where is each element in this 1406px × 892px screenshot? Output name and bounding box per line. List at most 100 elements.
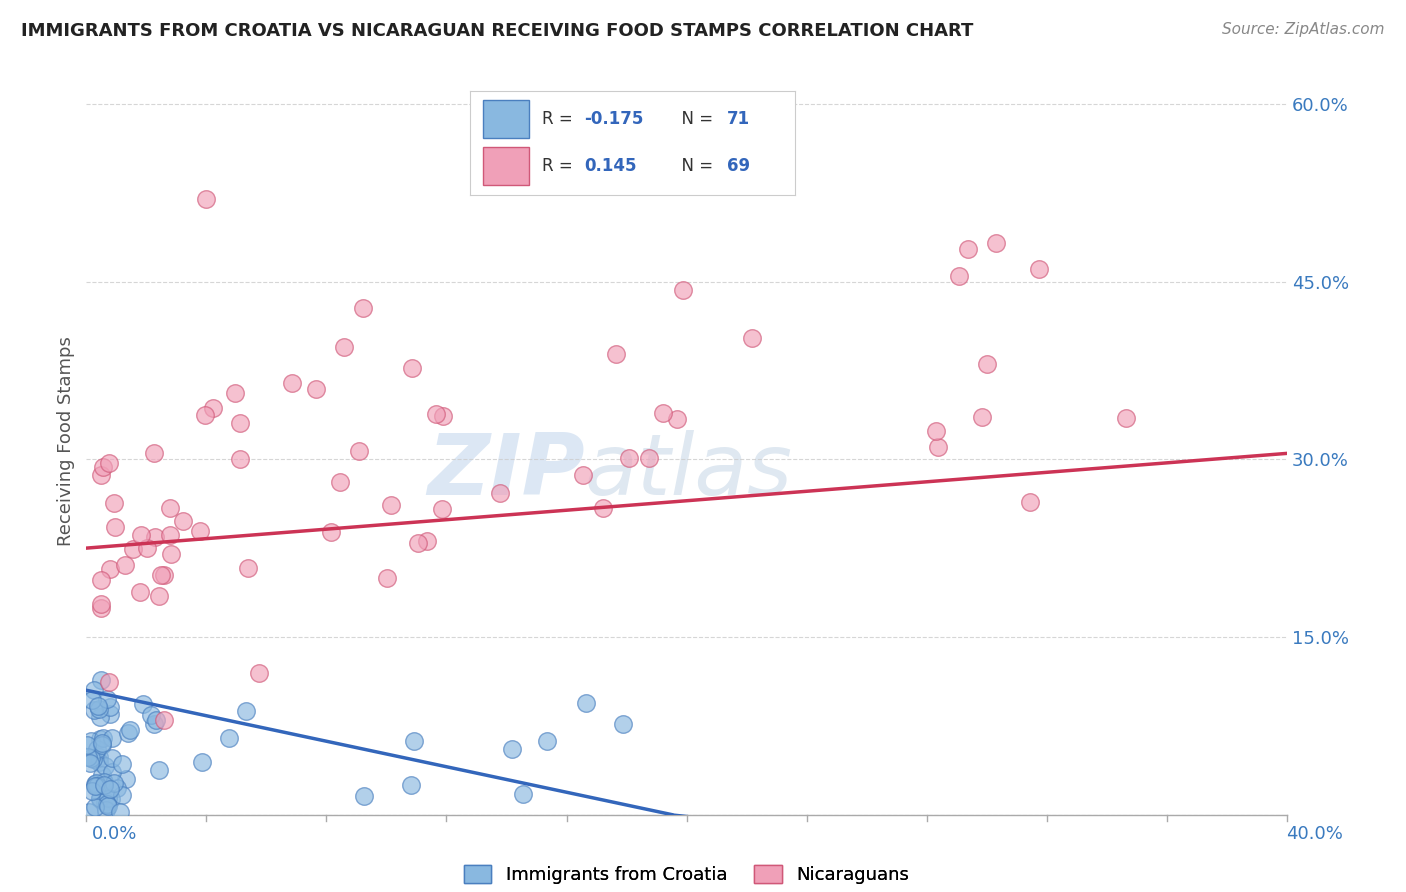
Point [96,692,118,706]
Point [572,467,595,482]
Point [89,732,111,747]
Point [83,683,105,698]
Point [89,792,111,806]
Point [159,528,181,542]
Point [90,673,112,687]
Point [90,598,112,612]
Point [90,601,112,615]
Point [976,357,998,371]
Point [108,805,131,820]
Point [87,702,110,716]
Point [238,561,260,575]
Point [104,520,127,534]
Point [195,192,218,206]
Point [115,772,138,786]
Point [97,799,120,814]
Point [512,787,534,801]
Point [79,756,101,770]
Point [948,269,970,284]
Point [86,779,108,793]
Point [1115,411,1137,425]
Point [605,347,627,361]
Point [188,524,211,539]
Point [117,725,139,739]
Point [87,698,110,713]
Point [111,756,134,771]
Point [91,731,114,745]
Point [132,697,155,711]
Point [281,376,304,390]
Text: Source: ZipAtlas.com: Source: ZipAtlas.com [1222,22,1385,37]
Point [105,781,128,796]
Point [332,340,354,354]
Point [957,242,980,256]
Point [228,452,250,467]
Point [986,235,1008,250]
Point [401,361,423,376]
Point [972,410,994,425]
Point [153,713,176,727]
Point [136,541,159,556]
Point [118,723,141,737]
Point [145,713,167,727]
Point [98,706,121,721]
Point [148,764,170,778]
Point [96,797,118,812]
Point [129,585,152,599]
Point [101,731,124,745]
Point [89,791,111,805]
Point [617,450,640,465]
Point [380,498,402,512]
Point [90,738,112,752]
Point [97,675,120,690]
Point [172,514,194,528]
Point [143,530,166,544]
Point [84,777,107,791]
Point [399,778,422,792]
Point [152,568,174,582]
Point [101,764,124,779]
Point [194,408,217,422]
Point [139,707,162,722]
Text: 40.0%: 40.0% [1286,825,1343,843]
Point [319,524,342,539]
Point [430,502,453,516]
Point [93,795,115,809]
Point [741,330,763,344]
Point [98,562,121,576]
Point [98,699,121,714]
Point [84,776,107,790]
Point [247,665,270,680]
Point [84,779,107,793]
Point [76,739,98,753]
Point [97,457,120,471]
Point [592,501,614,516]
Point [89,709,111,723]
Point [201,401,224,415]
Point [501,742,523,756]
Point [142,446,165,460]
Point [86,742,108,756]
Point [159,500,181,515]
Point [488,485,510,500]
Point [100,781,122,796]
Point [347,443,370,458]
Text: IMMIGRANTS FROM CROATIA VS NICARAGUAN RECEIVING FOOD STAMPS CORRELATION CHART: IMMIGRANTS FROM CROATIA VS NICARAGUAN RE… [21,22,973,40]
Point [160,547,183,561]
Point [142,716,165,731]
Point [150,568,173,582]
Point [122,542,145,557]
Point [93,775,115,789]
Point [672,283,695,297]
Point [80,693,103,707]
Point [375,571,398,585]
Point [80,751,103,765]
Point [100,751,122,765]
Point [425,407,447,421]
Point [77,805,100,819]
Point [93,778,115,792]
Point [90,574,112,588]
Point [432,409,454,424]
Point [1028,262,1050,277]
Point [82,752,104,766]
